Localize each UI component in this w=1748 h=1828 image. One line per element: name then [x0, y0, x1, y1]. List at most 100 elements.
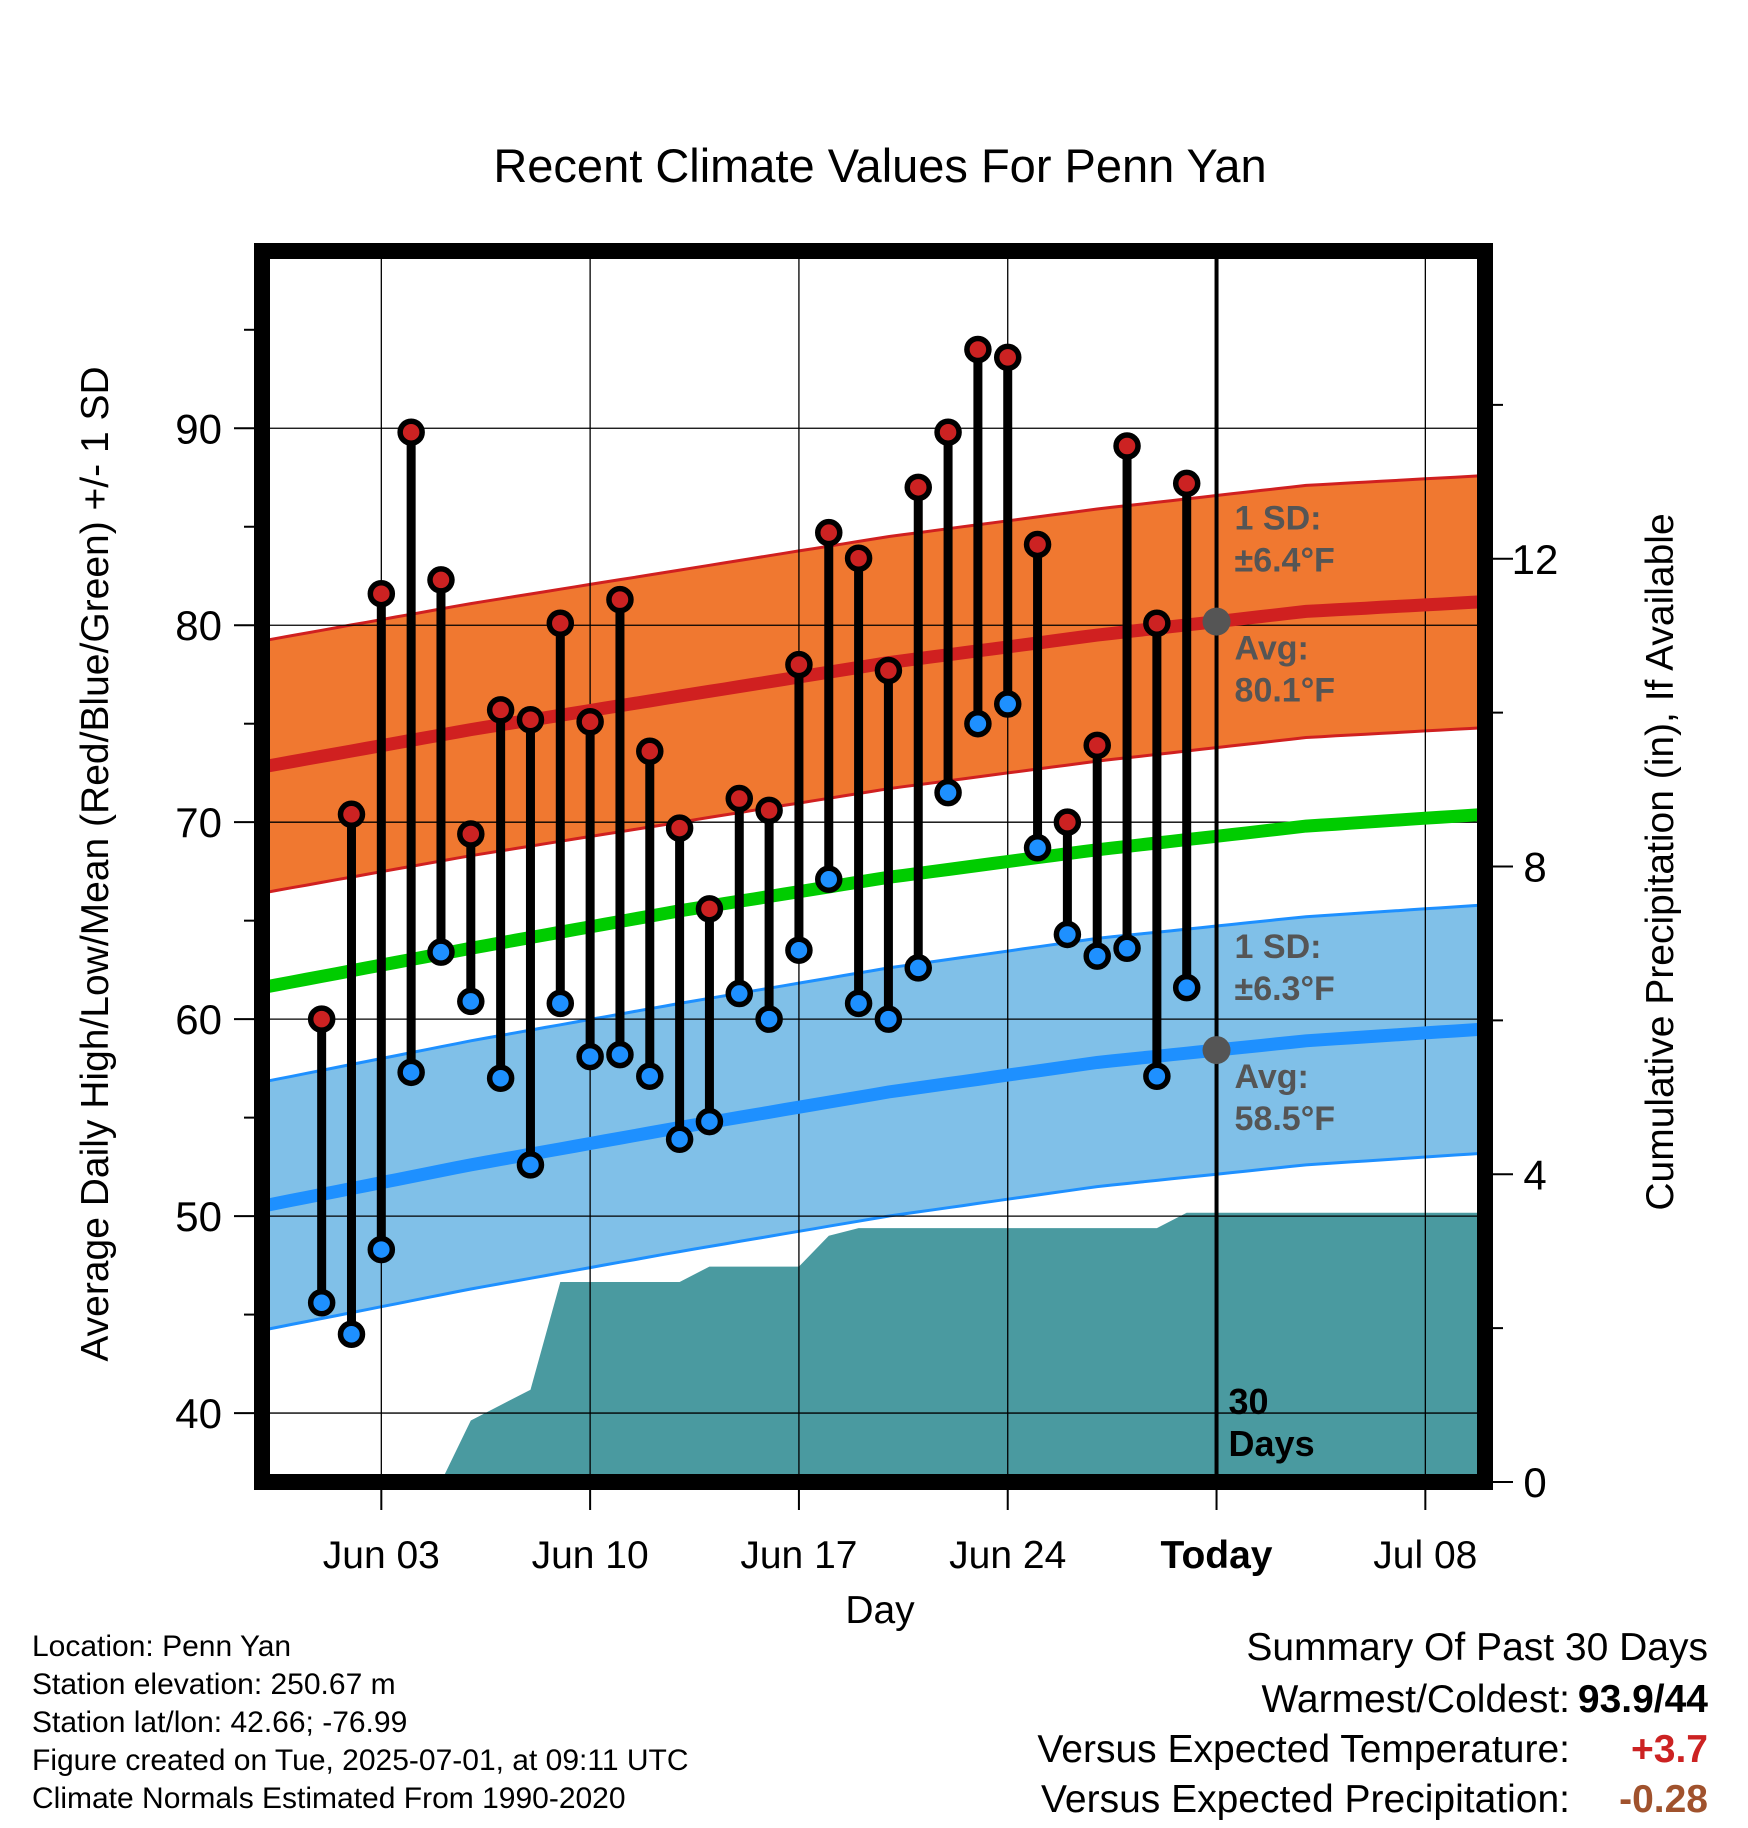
precip-label: Versus Expected Precipitation: — [1041, 1778, 1570, 1821]
low-point — [785, 936, 813, 964]
normals-line: Climate Normals Estimated From 1990-2020 — [32, 1782, 626, 1815]
low-avg-value: 58.5°F — [1235, 1100, 1336, 1138]
low-point — [844, 989, 873, 1018]
low-sd-label: 1 SD: — [1235, 928, 1322, 966]
low-point — [993, 690, 1022, 718]
high-point — [844, 544, 873, 573]
y-tick-label: 70 — [175, 799, 222, 846]
x-tick-label: Jun 10 — [532, 1534, 649, 1577]
y-tick-label: 80 — [175, 602, 222, 649]
precip-row: Versus Expected Precipitation: -0.28 — [1041, 1778, 1708, 1822]
high-point — [964, 335, 992, 364]
high-point — [546, 609, 575, 638]
high-sd-band — [262, 475, 1485, 894]
station-info: Location: Penn Yan Station elevation: 25… — [32, 1628, 689, 1818]
today-avg-low-marker — [1202, 1036, 1231, 1065]
x-tick-label: Jul 08 — [1373, 1534, 1477, 1577]
avg-high-line — [262, 595, 1485, 774]
days-label: Days — [1229, 1423, 1315, 1464]
high-point — [1083, 731, 1111, 760]
plot-content: 1 SD: ±6.4°F Avg: 80.1°F 1 SD: ±6.3°F Avg: 58.5… — [262, 251, 1485, 1482]
temp-row: Versus Expected Temperature: +3.7 — [1037, 1728, 1708, 1772]
high-point — [457, 820, 485, 848]
precip-value: -0.28 — [1619, 1778, 1708, 1821]
precip-area — [351, 1212, 1485, 1482]
high-point — [397, 418, 425, 446]
high-point — [427, 566, 455, 594]
y2-tick-label: 4 — [1523, 1151, 1546, 1198]
high-avg-value: 80.1°F — [1235, 672, 1336, 710]
low-avg-label: Avg: — [1235, 1058, 1309, 1096]
low-point — [337, 1320, 366, 1349]
low-point — [606, 1040, 634, 1069]
low-point — [397, 1058, 425, 1087]
chart-title: Recent Climate Values For Penn Yan — [493, 139, 1266, 192]
x-tick-label: Jun 03 — [323, 1534, 440, 1577]
low-sd-band — [262, 904, 1485, 1331]
high-point — [576, 707, 604, 736]
low-point — [367, 1235, 396, 1264]
high-point — [516, 706, 545, 734]
high-sd-upper-edge — [262, 474, 1485, 643]
high-point — [1172, 469, 1201, 498]
low-point — [576, 1042, 604, 1071]
low-point — [457, 987, 485, 1016]
plot-frame — [254, 243, 1493, 1490]
high-point — [725, 784, 754, 813]
high-sd-lower-edge — [262, 726, 1485, 895]
low-point — [516, 1151, 545, 1179]
y-tick-label: 60 — [175, 996, 222, 1043]
summary-heading: Summary Of Past 30 Days — [1246, 1626, 1708, 1669]
high-point — [1023, 530, 1052, 559]
temp-label: Versus Expected Temperature: — [1037, 1728, 1570, 1771]
avg-low-line — [262, 1022, 1485, 1213]
high-point — [337, 800, 366, 829]
low-point — [665, 1125, 694, 1154]
low-point — [307, 1289, 336, 1317]
axes: 40 50 60 70 80 90 0 4 8 12 Jun 03 Jun 10 Jun 17 Jun 2… — [175, 243, 1559, 1577]
low-point — [934, 778, 962, 807]
warmest-label: Warmest/Coldest: — [1261, 1678, 1570, 1721]
y-tick-label: 50 — [175, 1193, 222, 1240]
high-sd-value: ±6.4°F — [1235, 542, 1335, 580]
plot-area: 1 SD: ±6.4°F Avg: 80.1°F 1 SD: ±6.3°F Avg: 58.5… — [262, 251, 1485, 1482]
high-point — [367, 579, 396, 608]
high-point — [486, 696, 515, 724]
low-point — [636, 1062, 664, 1091]
warmest-value: 93.9/44 — [1577, 1678, 1708, 1721]
low-point — [1172, 973, 1201, 1002]
high-point — [993, 343, 1022, 372]
high-point — [904, 473, 932, 502]
y-tick-label: 90 — [175, 405, 222, 452]
high-point — [636, 737, 664, 766]
y2-tick-label: 12 — [1512, 536, 1559, 583]
elevation-line: Station elevation: 250.67 m — [32, 1668, 396, 1701]
low-point — [695, 1107, 724, 1136]
days-count-label: 30 — [1229, 1381, 1269, 1422]
low-point — [725, 979, 754, 1008]
low-point — [815, 865, 843, 894]
low-sd-value: ±6.3°F — [1235, 970, 1335, 1008]
high-sd-label: 1 SD: — [1235, 500, 1322, 538]
high-point — [1053, 808, 1082, 836]
low-point — [1053, 920, 1082, 949]
y2-tick-label: 0 — [1523, 1459, 1546, 1506]
low-point — [427, 938, 455, 966]
low-point — [755, 1005, 783, 1033]
high-point — [1143, 609, 1171, 638]
created-line: Figure created on Tue, 2025-07-01, at 09… — [32, 1744, 689, 1777]
x-tick-label: Today — [1161, 1534, 1273, 1577]
high-point — [874, 656, 903, 685]
x-tick-label: Jun 24 — [949, 1534, 1066, 1577]
y-tick-label: 40 — [175, 1390, 222, 1437]
low-point — [1023, 834, 1052, 862]
high-avg-label: Avg: — [1235, 630, 1309, 668]
mean-line — [262, 807, 1485, 994]
location-line: Location: Penn Yan — [32, 1630, 292, 1663]
y2-axis-label: Cumulative Precipitation (in), If Availa… — [1639, 513, 1682, 1210]
high-point — [695, 895, 724, 923]
high-point — [785, 650, 813, 679]
high-point — [1113, 432, 1141, 460]
high-point — [755, 796, 783, 825]
